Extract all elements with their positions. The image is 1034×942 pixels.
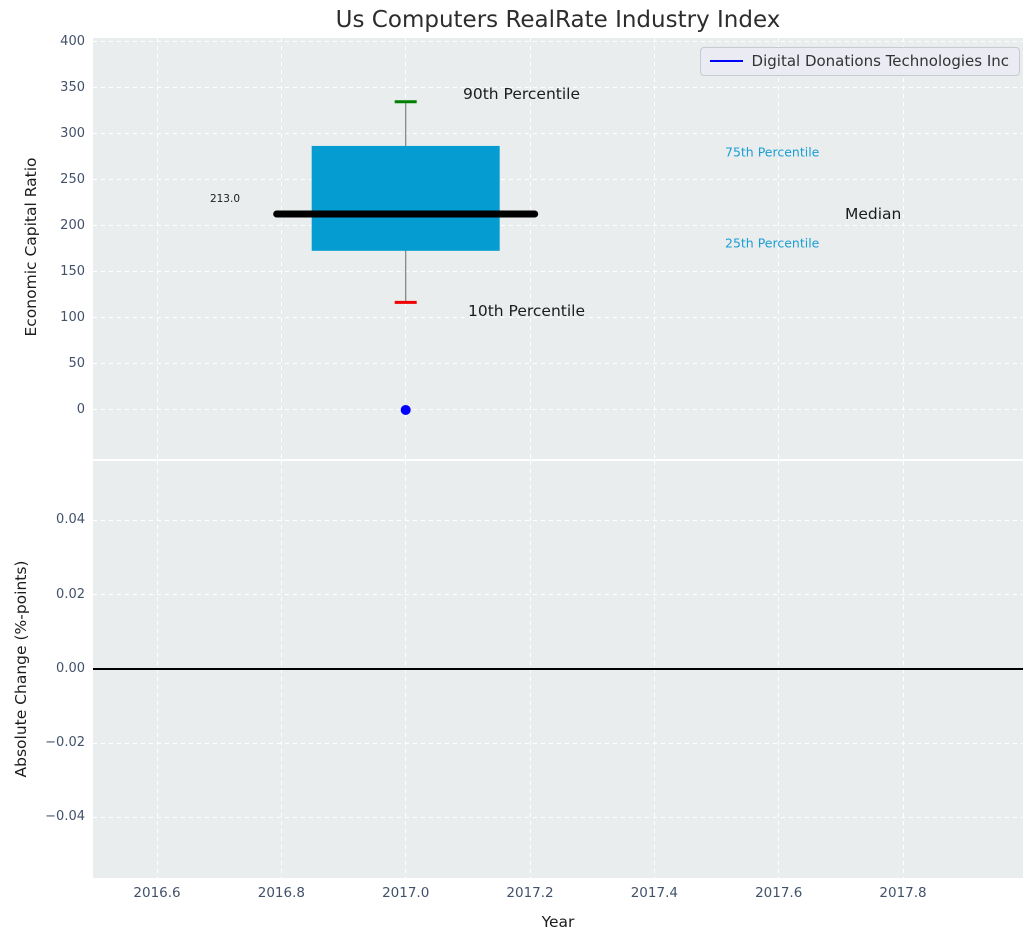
legend: Digital Donations Technologies Inc: [699, 47, 1020, 76]
y-gridline: [93, 363, 1023, 365]
y-gridline: [93, 409, 1023, 411]
y-tick-label: 0: [76, 401, 85, 417]
annotation-25th-percentile: 25th Percentile: [725, 235, 820, 251]
y-gridline: [93, 742, 1023, 744]
boxplot-layer: [273, 100, 539, 415]
y-gridline: [93, 519, 1023, 521]
annotation-median: Median: [845, 205, 902, 223]
y-tick-label: 300: [60, 125, 85, 141]
bottom-axes: [93, 461, 1023, 878]
x-tick-label: 2017.8: [879, 885, 927, 901]
y-gridline: [93, 41, 1023, 43]
x-gridline: [156, 38, 158, 459]
top-axes: Digital Donations Technologies Inc 90th …: [93, 38, 1023, 459]
y-tick-label: 250: [60, 171, 85, 187]
y-gridline: [93, 133, 1023, 135]
y-tick-label: 100: [60, 309, 85, 325]
x-tick-label: 2017.4: [630, 885, 678, 901]
y-tick-label: −0.04: [45, 809, 85, 825]
chart-title: Us Computers RealRate Industry Index: [335, 7, 781, 33]
zero-line: [93, 667, 1023, 670]
x-tick-label: 2016.6: [133, 885, 181, 901]
annotation-median-value: 213.0: [209, 193, 240, 205]
x-gridline: [529, 38, 531, 459]
x-gridline: [902, 38, 904, 459]
x-tick-label: 2016.8: [257, 885, 305, 901]
iqr-box: [311, 145, 500, 251]
legend-label: Digital Donations Technologies Inc: [751, 52, 1009, 70]
y-gridline: [93, 317, 1023, 319]
y-tick-label: −0.02: [45, 735, 85, 751]
y-gridline: [93, 594, 1023, 596]
bottom-y-axis-label: Absolute Change (%-points): [12, 560, 30, 778]
y-tick-label: 400: [60, 33, 85, 49]
annotation-10th-percentile: 10th Percentile: [468, 302, 586, 320]
x-tick-label: 2017.2: [506, 885, 554, 901]
y-tick-label: 0.00: [56, 660, 85, 676]
y-tick-label: 0.02: [56, 586, 85, 602]
y-gridline: [93, 271, 1023, 273]
y-gridline: [93, 179, 1023, 181]
annotation-75th-percentile: 75th Percentile: [725, 144, 820, 160]
x-gridline: [778, 38, 780, 459]
y-tick-label: 200: [60, 217, 85, 233]
x-gridline: [653, 38, 655, 459]
y-gridline: [93, 225, 1023, 227]
x-axis-label: Year: [541, 913, 575, 931]
y-tick-label: 50: [68, 355, 85, 371]
y-tick-label: 0.04: [56, 512, 85, 528]
y-gridline: [93, 87, 1023, 89]
x-tick-label: 2017.6: [755, 885, 803, 901]
annotation-90th-percentile: 90th Percentile: [463, 85, 581, 103]
data-point-dot: [400, 404, 411, 415]
x-gridline: [280, 38, 282, 459]
legend-line-swatch: [709, 60, 743, 62]
y-tick-label: 350: [60, 79, 85, 95]
y-gridline: [93, 816, 1023, 818]
x-tick-label: 2017.0: [382, 885, 430, 901]
y-tick-label: 150: [60, 263, 85, 279]
